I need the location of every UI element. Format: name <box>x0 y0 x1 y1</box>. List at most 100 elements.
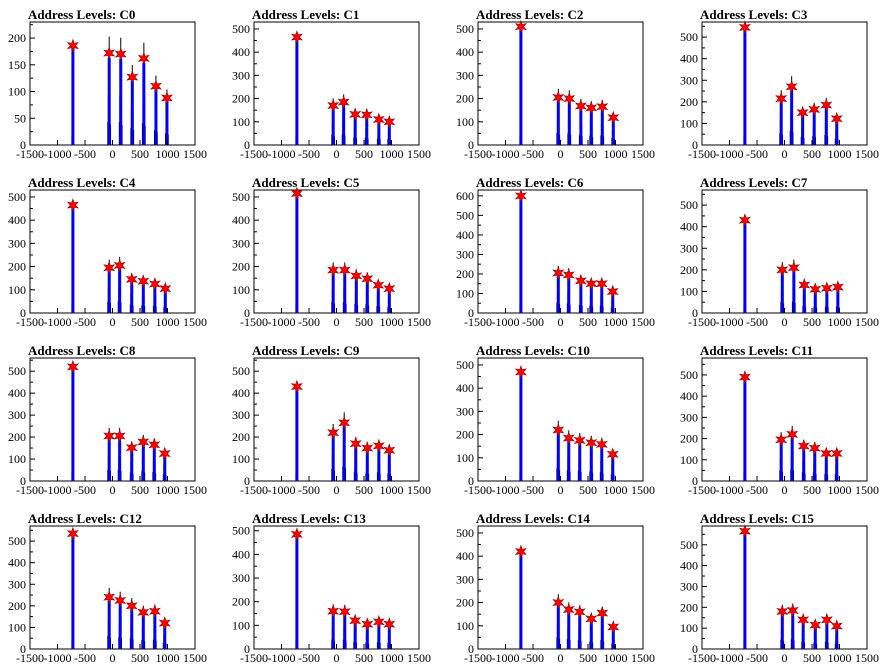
peak-marker <box>361 617 374 632</box>
histogram-bar-fill <box>331 272 335 313</box>
x-tick-label: -500 <box>746 651 768 665</box>
histogram-bar-fill <box>377 447 381 481</box>
x-tick-label: 500 <box>803 315 821 329</box>
histogram-bar-fill <box>743 531 747 649</box>
histogram-bar-fill <box>743 220 747 313</box>
histogram-bar-fill <box>835 119 839 145</box>
histogram-bar-fill <box>107 438 111 481</box>
plot-frame <box>253 21 420 146</box>
histogram-bar-fill <box>779 441 783 481</box>
x-tick-label: -1000 <box>268 147 296 161</box>
chart-panel-2: Address Levels: C20100200300400500-1500-… <box>456 7 655 161</box>
histogram-bar-fill <box>152 446 156 481</box>
histogram-bar-fill <box>835 627 839 649</box>
peak-marker <box>585 100 598 115</box>
peak-marker <box>327 98 340 113</box>
x-tick-label: 1000 <box>156 147 180 161</box>
y-tick-label: 200 <box>456 596 474 610</box>
peak-marker <box>349 107 362 122</box>
y-tick-label: 300 <box>456 404 474 418</box>
x-tick-label: -1000 <box>492 483 520 497</box>
histogram-peak <box>519 369 523 481</box>
histogram-bar-fill <box>118 267 122 313</box>
peak-marker <box>776 262 789 277</box>
x-tick-label: 1500 <box>631 651 655 665</box>
x-tick-label: -500 <box>522 483 544 497</box>
x-tick-label: -500 <box>74 651 96 665</box>
peak-marker <box>573 604 586 619</box>
histogram-bar-fill <box>130 80 134 145</box>
peak-marker <box>66 38 79 53</box>
peak-marker <box>383 281 396 296</box>
peak-marker <box>66 359 79 374</box>
x-tick-label: -1500 <box>464 483 492 497</box>
y-tick-label: 300 <box>232 68 250 82</box>
histogram-peak <box>519 549 523 649</box>
peak-marker <box>552 266 565 280</box>
chart-panel-1: Address Levels: C10100200300400500-1500-… <box>232 7 431 161</box>
histogram-peak <box>295 191 299 313</box>
peak-marker <box>830 111 843 126</box>
x-tick-label: -1500 <box>240 147 268 161</box>
histogram-bar-fill <box>365 280 369 313</box>
peak-marker <box>552 423 565 437</box>
x-tick-label: 500 <box>579 651 597 665</box>
x-tick-label: 1500 <box>183 651 207 665</box>
x-tick-label: -1000 <box>716 483 744 497</box>
peak-marker <box>290 379 303 394</box>
peak-marker <box>337 95 350 109</box>
histogram-bar-fill <box>812 111 816 145</box>
peak-marker <box>103 429 116 443</box>
x-tick-label: -1500 <box>464 651 492 665</box>
chart-title: Address Levels: C2 <box>476 7 583 22</box>
peak-marker <box>830 619 843 633</box>
x-tick-label: -1000 <box>716 147 744 161</box>
histogram-peak <box>743 25 747 145</box>
histogram-bar-fill <box>142 62 146 145</box>
histogram-peak <box>342 262 347 313</box>
peak-marker <box>160 91 173 105</box>
peak-marker <box>797 612 810 627</box>
chart-title: Address Levels: C5 <box>252 175 360 190</box>
histogram-bar-fill <box>801 621 805 649</box>
x-tick-label: 0 <box>558 315 564 329</box>
chart-panel-15: Address Levels: C15 0 100 200 300 400 500 -1500… <box>680 511 879 665</box>
histogram-bar-fill <box>519 371 523 481</box>
x-tick-label: 1000 <box>828 483 852 497</box>
histogram-bar-fill <box>387 451 391 481</box>
x-tick-label: 1500 <box>855 651 879 665</box>
y-tick-label: 400 <box>8 386 26 400</box>
y-tick-label: 200 <box>232 260 250 274</box>
x-tick-label: 1500 <box>183 147 207 161</box>
x-tick-label: -500 <box>298 651 320 665</box>
peak-marker <box>606 284 619 299</box>
y-tick-label: 300 <box>8 236 26 250</box>
peak-marker <box>585 276 598 291</box>
histogram-peak <box>342 604 347 649</box>
histogram-bar-fill <box>556 274 560 313</box>
y-tick-label: 300 <box>456 68 474 82</box>
y-tick-label: 100 <box>680 116 698 130</box>
x-tick-label: 1500 <box>631 315 655 329</box>
peak-marker <box>738 20 751 35</box>
x-tick-label: 0 <box>782 315 788 329</box>
peak-marker <box>383 443 396 458</box>
histogram-bar-fill <box>813 290 817 313</box>
x-tick-label: 500 <box>131 651 149 665</box>
peak-marker <box>148 437 161 452</box>
histogram-bar-fill <box>600 614 604 649</box>
chart-panel-6: Address Levels: C6 0 100 200 300 400 500 600 -15… <box>456 175 655 329</box>
y-tick-label: 400 <box>680 52 698 66</box>
histogram-bar-fill <box>365 116 369 145</box>
histogram-bar-fill <box>153 613 157 649</box>
y-tick-label: 300 <box>680 241 698 255</box>
x-tick-label: -500 <box>746 483 768 497</box>
x-tick-label: -1500 <box>688 483 716 497</box>
histogram-peak <box>556 594 561 649</box>
peak-marker <box>820 281 833 296</box>
histogram-bar-fill <box>165 100 169 145</box>
histogram-bar-fill <box>556 432 560 481</box>
peak-marker <box>797 439 810 453</box>
y-tick-label: 0 <box>692 138 698 152</box>
